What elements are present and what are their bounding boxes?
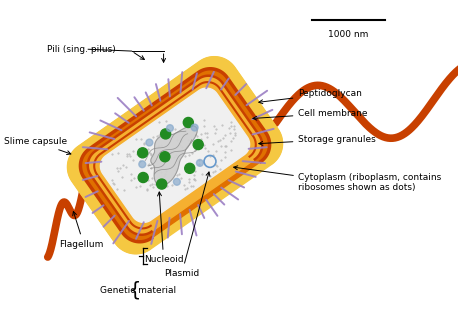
Circle shape	[137, 148, 148, 158]
Polygon shape	[67, 57, 283, 254]
Text: Storage granules: Storage granules	[259, 135, 376, 145]
Text: Cytoplasm (riboplasm, contains
ribosomes shown as dots): Cytoplasm (riboplasm, contains ribosomes…	[298, 173, 442, 192]
Circle shape	[139, 161, 146, 168]
Polygon shape	[81, 69, 270, 242]
Circle shape	[166, 125, 173, 132]
Text: Genetic material: Genetic material	[100, 285, 176, 295]
Text: Cell membrane: Cell membrane	[253, 109, 368, 120]
Polygon shape	[100, 88, 250, 222]
Circle shape	[138, 172, 148, 183]
Text: Plasmid: Plasmid	[164, 172, 210, 278]
Circle shape	[185, 163, 195, 173]
Text: 1000 nm: 1000 nm	[328, 30, 369, 39]
Text: Nucleoid: Nucleoid	[144, 192, 183, 264]
Circle shape	[160, 152, 170, 162]
Circle shape	[183, 117, 193, 127]
Polygon shape	[94, 82, 256, 229]
Circle shape	[173, 178, 180, 185]
Text: Peptidoglycan: Peptidoglycan	[259, 89, 362, 104]
Text: Pili (sing. pilus): Pili (sing. pilus)	[47, 45, 116, 54]
Circle shape	[146, 139, 153, 146]
Circle shape	[161, 129, 171, 139]
Polygon shape	[88, 76, 262, 235]
Text: Flagellum: Flagellum	[59, 240, 103, 249]
Text: Slime capsule: Slime capsule	[4, 137, 71, 154]
Circle shape	[196, 160, 203, 166]
Circle shape	[157, 179, 167, 189]
Circle shape	[191, 124, 198, 131]
Polygon shape	[151, 126, 197, 185]
Text: {: {	[128, 281, 141, 299]
Circle shape	[193, 140, 203, 150]
